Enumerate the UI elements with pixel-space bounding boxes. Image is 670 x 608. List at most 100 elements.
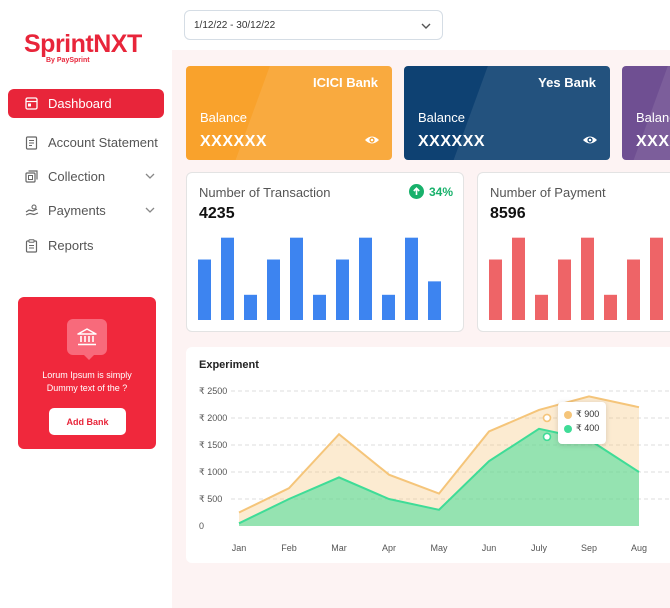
bar xyxy=(558,259,571,320)
bank-icon xyxy=(67,319,107,360)
bar xyxy=(535,294,548,320)
highlight-point xyxy=(542,432,552,442)
bar xyxy=(512,237,525,320)
x-tick-label: Jan xyxy=(232,543,247,553)
bar xyxy=(428,281,441,320)
bar xyxy=(359,237,372,320)
y-tick-label: ₹ 1500 xyxy=(199,440,227,450)
dashboard-icon xyxy=(24,96,39,111)
transaction-count-card: Number of Transaction 4235 34% xyxy=(186,172,464,332)
eye-icon[interactable] xyxy=(364,134,380,146)
collection-icon xyxy=(24,169,39,184)
eye-icon[interactable] xyxy=(582,134,598,146)
brand-name-part1: Sprint xyxy=(24,30,94,58)
stat-value: 4235 xyxy=(199,205,235,222)
tooltip-row: ₹ 900 xyxy=(564,409,599,420)
bank-card-yes[interactable]: Yes Bank Balance XXXXXX xyxy=(404,66,610,160)
balance-value: XXXXXX xyxy=(418,133,486,150)
bar xyxy=(267,259,280,320)
arrow-up-icon xyxy=(408,184,424,199)
sidebar-item-payments[interactable]: Payments xyxy=(8,196,164,225)
sidebar-item-dashboard[interactable]: Dashboard xyxy=(8,89,164,118)
legend-dot xyxy=(564,424,572,433)
x-tick-label: Aug xyxy=(631,543,647,553)
bar xyxy=(405,237,418,320)
bar xyxy=(290,237,303,320)
reports-icon xyxy=(24,238,39,253)
bank-name: Yes Bank xyxy=(538,75,596,90)
bar xyxy=(313,294,326,320)
chevron-down-icon[interactable] xyxy=(144,170,156,182)
series-line xyxy=(238,395,640,514)
chevron-down-icon xyxy=(421,23,431,29)
x-tick-label: Feb xyxy=(281,543,297,553)
y-tick-label: ₹ 1000 xyxy=(199,467,227,477)
bar xyxy=(198,259,211,320)
date-range-value: 1/12/22 - 30/12/22 xyxy=(194,19,276,31)
sidebar: SprintNXT By PaySprint Dashboard Account… xyxy=(0,0,172,608)
x-tick-label: Sep xyxy=(581,543,597,553)
sidebar-item-label: Reports xyxy=(48,238,94,253)
balance-value: XXXXXX xyxy=(636,133,670,150)
sidebar-item-collection[interactable]: Collection xyxy=(8,162,164,191)
bar xyxy=(627,259,640,320)
payment-count-card: Number of Payment 8596 xyxy=(477,172,670,332)
statement-icon xyxy=(24,135,39,150)
tooltip-value: ₹ 400 xyxy=(576,423,600,433)
date-range-select[interactable]: 1/12/22 - 30/12/22 xyxy=(184,10,443,40)
bar xyxy=(244,294,257,320)
add-bank-promo: Lorum Ipsum is simply Dummy text of the … xyxy=(18,297,156,449)
x-tick-label: Mar xyxy=(331,543,347,553)
transaction-bar-chart xyxy=(198,237,441,320)
stat-title: Number of Payment xyxy=(490,185,606,200)
brand-tagline: By PaySprint xyxy=(46,57,90,64)
bar xyxy=(336,259,349,320)
bar xyxy=(650,237,663,320)
tooltip-row: ₹ 400 xyxy=(564,423,599,434)
bank-card-third[interactable]: Balance XXXXXX xyxy=(622,66,670,160)
legend-dot xyxy=(564,410,572,419)
highlight-point xyxy=(542,413,552,423)
brand-logo[interactable]: SprintNXT By PaySprint xyxy=(24,30,142,64)
sidebar-item-label: Account Statement xyxy=(48,135,158,150)
bank-name: ICICI Bank xyxy=(312,75,378,90)
main-content: ICICI Bank Balance XXXXXX Yes Bank Balan… xyxy=(172,50,670,608)
series-area xyxy=(239,428,639,526)
balance-label: Balance xyxy=(636,110,670,125)
chart-tooltip: ₹ 900 ₹ 400 xyxy=(558,402,606,444)
payment-bar-chart xyxy=(489,237,663,320)
stat-title: Number of Transaction xyxy=(199,185,331,200)
top-bar: 1/12/22 - 30/12/22 xyxy=(172,0,670,50)
tooltip-value: ₹ 900 xyxy=(576,409,600,419)
bank-card-icici[interactable]: ICICI Bank Balance XXXXXX xyxy=(186,66,392,160)
bar xyxy=(581,237,594,320)
balance-value: XXXXXX xyxy=(200,133,268,150)
x-tick-label: July xyxy=(531,543,548,553)
bar xyxy=(382,294,395,320)
experiment-chart-card: Experiment 0 ₹ 500 ₹ 1000 ₹ 1500 ₹ 2000 ₹ 250… xyxy=(186,347,670,563)
stat-value: 8596 xyxy=(490,205,526,222)
bar xyxy=(221,237,234,320)
x-tick-label: Jun xyxy=(482,543,497,553)
add-bank-button[interactable]: Add Bank xyxy=(49,408,126,435)
change-badge: 34% xyxy=(408,184,453,199)
change-value: 34% xyxy=(428,184,453,199)
bar xyxy=(604,294,617,320)
y-tick-label: 0 xyxy=(199,521,204,531)
sidebar-item-label: Dashboard xyxy=(48,96,112,111)
balance-label: Balance xyxy=(200,110,247,125)
balance-label: Balance xyxy=(418,110,465,125)
y-tick-label: ₹ 2000 xyxy=(199,413,227,423)
bar xyxy=(489,259,502,320)
sidebar-item-label: Payments xyxy=(48,203,106,218)
promo-text: Lorum Ipsum is simply Dummy text of the … xyxy=(42,370,132,393)
x-tick-label: May xyxy=(430,543,448,553)
experiment-area-chart: 0 ₹ 500 ₹ 1000 ₹ 1500 ₹ 2000 ₹ 2500 Jan Feb Mar A… xyxy=(199,386,670,553)
sidebar-item-account-statement[interactable]: Account Statement xyxy=(8,128,164,157)
sidebar-item-label: Collection xyxy=(48,169,106,184)
y-tick-label: ₹ 2500 xyxy=(199,386,227,396)
chevron-down-icon[interactable] xyxy=(144,204,156,216)
chart-title: Experiment xyxy=(199,359,259,371)
brand-name-part2: NXT xyxy=(93,30,142,58)
sidebar-item-reports[interactable]: Reports xyxy=(8,231,164,260)
